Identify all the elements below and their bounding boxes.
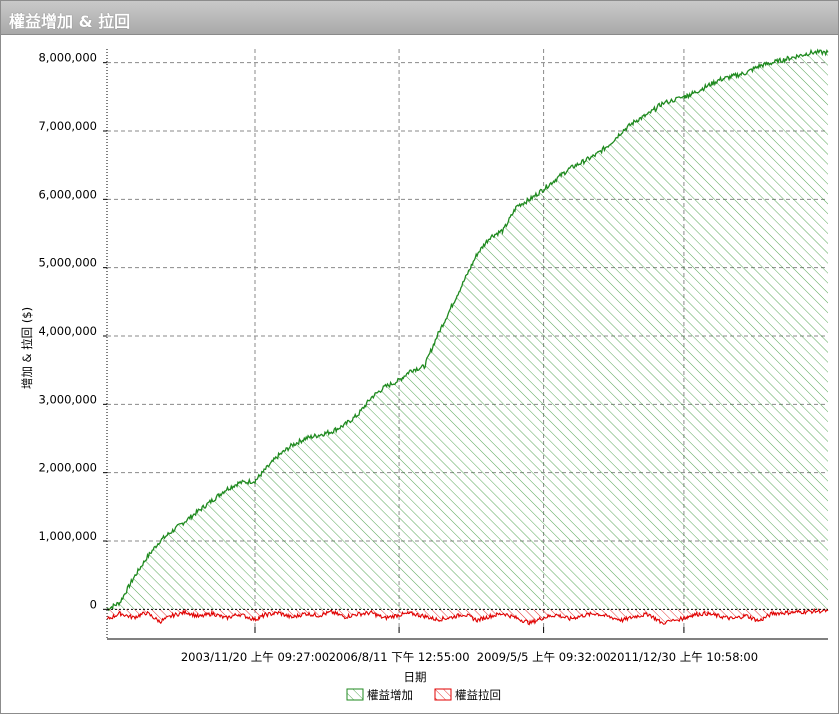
x-tick-label: 2011/12/30 上午 10:58:00 bbox=[610, 650, 758, 664]
window-title: 權益增加 & 拉回 bbox=[9, 12, 131, 31]
legend-swatch-drawdown bbox=[434, 688, 452, 701]
area-layer bbox=[106, 48, 829, 626]
legend-item-drawdown[interactable]: 權益拉回 bbox=[434, 688, 501, 702]
y-tick-label: 8,000,000 bbox=[38, 51, 97, 65]
legend-label-drawdown: 權益拉回 bbox=[455, 688, 501, 702]
y-tick-label: 3,000,000 bbox=[38, 392, 97, 406]
y-tick-label: 2,000,000 bbox=[38, 461, 97, 475]
y-tick-label: 4,000,000 bbox=[38, 324, 97, 338]
series-area-drawdown bbox=[107, 609, 828, 625]
y-tick-label: 7,000,000 bbox=[38, 119, 97, 133]
x-tick-label: 2006/8/11 下午 12:55:00 bbox=[329, 650, 470, 664]
series-area-equity bbox=[107, 50, 828, 611]
x-axis-title: 日期 bbox=[404, 670, 427, 684]
x-tick-label: 2009/5/5 上午 09:32:00 bbox=[477, 650, 611, 664]
y-tick-label: 0 bbox=[90, 597, 97, 611]
title-bar: 權益增加 & 拉回 bbox=[1, 1, 838, 35]
x-tick-label: 2003/11/20 上午 09:27:00 bbox=[181, 650, 329, 664]
y-tick-label: 5,000,000 bbox=[38, 256, 97, 270]
legend-swatch-equity bbox=[346, 688, 364, 701]
series-line-drawdown bbox=[106, 607, 829, 626]
y-tick-label: 6,000,000 bbox=[38, 187, 97, 201]
legend-label-equity: 權益增加 bbox=[367, 688, 413, 702]
x-tick-labels: 2003/11/20 上午 09:27:00 2006/8/11 下午 12:55… bbox=[181, 650, 758, 664]
y-tick-label: 1,000,000 bbox=[38, 529, 97, 543]
series-line-equity bbox=[106, 48, 829, 612]
axes bbox=[103, 49, 828, 640]
legend-item-equity[interactable]: 權益增加 bbox=[346, 688, 413, 702]
y-tick-labels: 8,000,000 7,000,000 6,000,000 5,000,000 4,00… bbox=[38, 51, 97, 612]
y-axis-title: 增加 & 拉回 ($) bbox=[20, 307, 34, 389]
legend: 權益增加 權益拉回 bbox=[346, 688, 501, 702]
